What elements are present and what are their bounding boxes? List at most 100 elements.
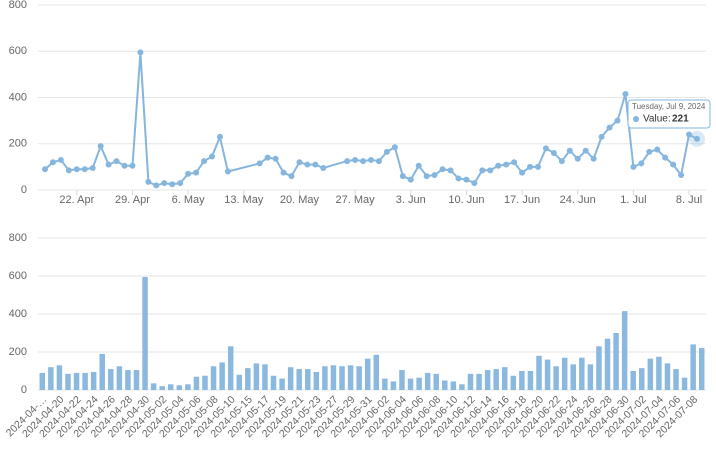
point [201,158,208,165]
bar [270,375,277,390]
x-tick-label: 1. Jul [620,194,646,206]
point [638,160,645,167]
point [113,158,120,165]
bar [476,373,482,390]
bar [150,383,157,390]
bar [613,333,619,390]
bar [407,378,414,390]
point [614,117,621,124]
bar [305,369,311,390]
point [455,175,462,182]
point [65,167,72,174]
y-tick-label: 800 [9,0,27,11]
point [399,173,406,180]
bar [356,366,362,390]
x-tick-label: 6. May [172,194,206,206]
point [121,162,128,169]
point [519,169,526,176]
tooltip: Tuesday, Jul 9, 2024 Value: 221 [627,99,711,129]
bar [630,371,636,390]
x-tick-label: 8. Jul [676,194,702,206]
point [216,133,223,140]
bar [48,367,54,390]
point [81,166,88,173]
bar [399,370,405,390]
y-tick-label: 0 [21,384,27,396]
tooltip-box [627,99,711,129]
point [185,170,192,177]
point [670,161,677,168]
point [89,165,96,172]
bar [99,353,105,390]
bar [424,372,431,390]
point [527,163,534,170]
point [320,165,327,172]
point [630,163,637,170]
x-tick-label: 22. Apr [59,194,94,206]
x-tick-label: 24. Jun [560,194,596,206]
bar [621,311,628,390]
bar [433,373,439,390]
point [153,182,160,189]
bar [253,363,260,390]
bar [510,375,517,390]
x-tick-label: 13. May [224,194,264,206]
bar [279,378,285,390]
x-tick-label: 20. May [280,194,320,206]
point [97,143,104,150]
point [511,159,518,166]
bar [339,366,345,390]
bar [604,338,611,390]
tooltip-label: Value: [643,114,671,125]
point [42,166,48,173]
y-tick-label: 200 [9,346,27,358]
bar [553,366,559,390]
bar [382,378,388,390]
point [73,166,80,173]
bar [639,368,645,390]
bar [527,371,534,390]
point [272,155,279,162]
hover-halo [689,130,705,147]
x-tick-label: 3. Jun [396,194,426,206]
tooltip-dot [633,116,639,122]
point [654,146,661,153]
point [582,147,589,154]
bar [39,372,46,390]
bar [493,369,499,390]
bar [82,372,88,390]
point [646,148,653,155]
point [423,173,430,180]
point [256,160,263,167]
bar [373,354,380,390]
point [383,148,390,155]
bar [390,381,397,390]
point [312,161,319,168]
bar [133,370,140,390]
bar [690,344,696,390]
bar [236,374,242,390]
y-tick-label: 0 [21,184,27,196]
bar [364,358,371,390]
point [431,171,438,178]
y-tick-label: 600 [9,45,27,57]
bar [347,365,354,390]
tooltip-title: Tuesday, Jul 9, 2024 [632,102,706,111]
y-tick-label: 600 [9,270,27,282]
point [479,167,486,174]
point [534,163,541,170]
point [662,154,669,161]
point [471,180,478,187]
bar [287,367,294,390]
point [57,156,64,163]
point [352,156,359,163]
bar [330,365,337,390]
bar [193,376,200,390]
point [391,144,398,151]
bar [202,375,208,390]
bar [656,356,662,390]
bar [698,348,705,390]
point [622,91,629,98]
bar [185,384,191,390]
point [169,181,176,188]
